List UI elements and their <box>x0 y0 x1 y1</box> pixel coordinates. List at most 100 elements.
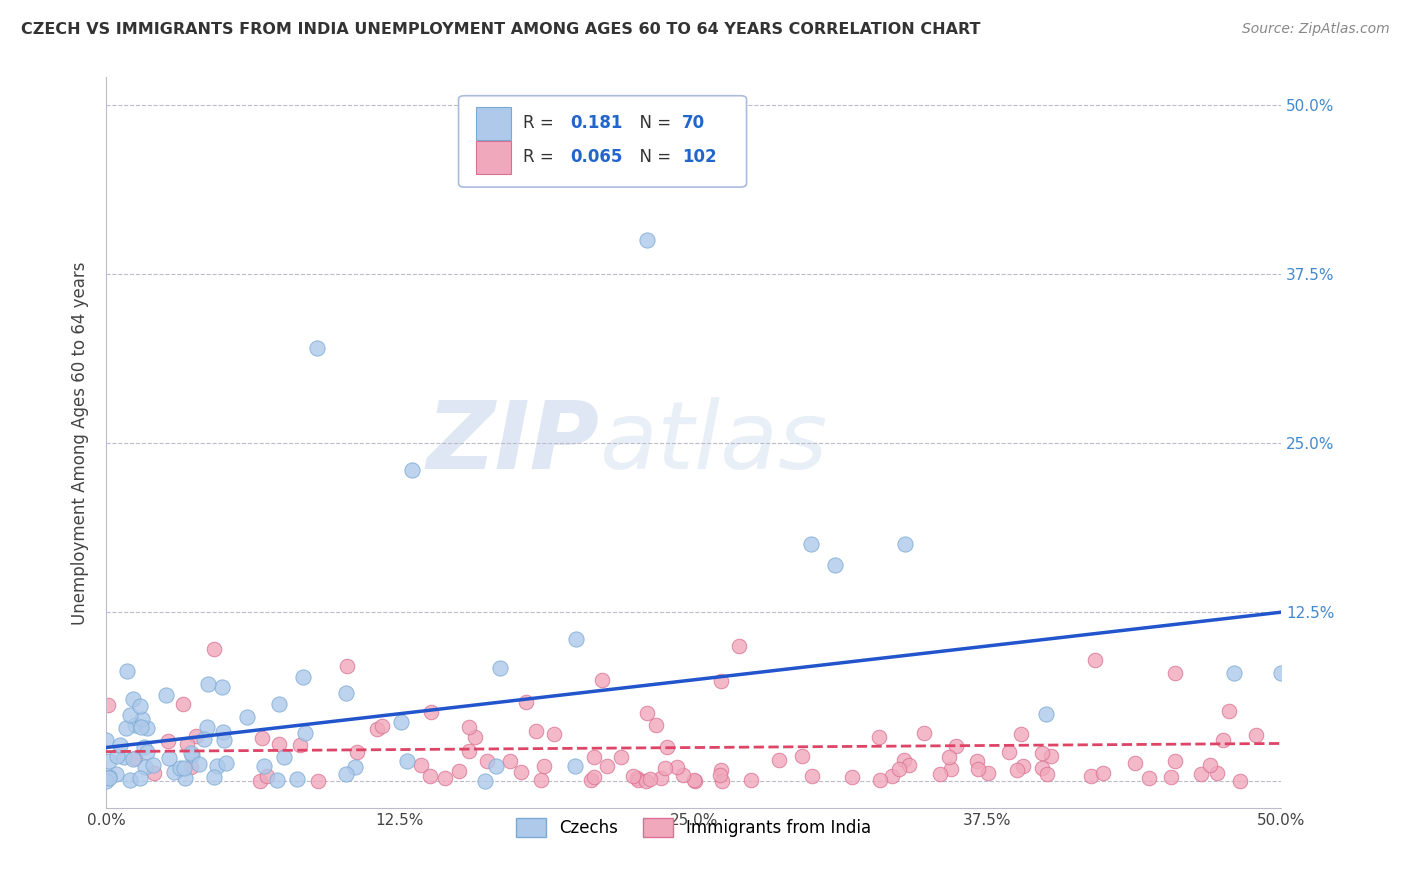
Point <box>1084 652 1107 666</box>
Point <box>269 697 291 711</box>
Point <box>893 753 915 767</box>
Point <box>564 759 586 773</box>
Point <box>1123 756 1146 770</box>
Point <box>419 770 441 784</box>
Point <box>543 726 565 740</box>
Point <box>115 665 138 679</box>
Point <box>346 745 368 759</box>
Point <box>655 739 678 754</box>
Point <box>464 730 486 744</box>
Point <box>582 770 605 784</box>
Text: atlas: atlas <box>599 398 828 489</box>
Point <box>457 744 479 758</box>
Point <box>740 773 762 788</box>
Point <box>157 734 180 748</box>
Point <box>335 686 357 700</box>
Point <box>205 759 228 773</box>
Point <box>672 768 695 782</box>
Point <box>1035 706 1057 721</box>
FancyBboxPatch shape <box>477 107 512 139</box>
Point <box>155 688 177 702</box>
Point <box>193 732 215 747</box>
Point <box>1223 666 1246 681</box>
Point <box>1031 746 1053 760</box>
Point <box>638 772 661 787</box>
Point <box>212 724 235 739</box>
Point <box>621 768 644 782</box>
Point <box>136 745 159 759</box>
Point <box>967 762 990 776</box>
Point <box>249 773 271 788</box>
Point <box>824 558 846 572</box>
Point <box>1092 765 1115 780</box>
Point <box>344 760 367 774</box>
Point <box>124 718 146 732</box>
Point <box>285 772 308 787</box>
Point <box>509 765 531 780</box>
Point <box>868 730 890 744</box>
Point <box>530 773 553 788</box>
Point <box>169 761 191 775</box>
Point <box>335 767 357 781</box>
Point <box>112 750 135 764</box>
Point <box>122 691 145 706</box>
Point <box>458 720 481 734</box>
Point <box>581 772 603 787</box>
Point <box>977 765 1000 780</box>
Point <box>945 739 967 753</box>
Point <box>108 738 131 752</box>
Point <box>1164 666 1187 681</box>
Point <box>97 771 120 785</box>
Point <box>176 738 198 752</box>
Point <box>644 717 666 731</box>
Point <box>1205 765 1227 780</box>
Point <box>1270 666 1292 681</box>
Point <box>172 698 194 712</box>
Point <box>389 715 412 730</box>
Point <box>97 755 120 769</box>
Y-axis label: Unemployment Among Ages 60 to 64 years: Unemployment Among Ages 60 to 64 years <box>72 261 89 624</box>
Text: N =: N = <box>628 114 676 132</box>
Point <box>180 746 202 760</box>
Point <box>115 721 138 735</box>
Point <box>627 773 650 788</box>
Point <box>292 670 315 684</box>
Point <box>129 771 152 785</box>
Point <box>488 661 510 675</box>
Point <box>709 768 731 782</box>
Point <box>124 751 146 765</box>
Point <box>121 752 143 766</box>
Point <box>710 764 733 778</box>
Point <box>173 761 195 775</box>
Point <box>768 753 790 767</box>
Point <box>800 769 823 783</box>
Point <box>998 745 1021 759</box>
Point <box>882 769 904 783</box>
Point <box>290 738 312 752</box>
Point <box>596 759 619 773</box>
Point <box>104 767 127 781</box>
Point <box>800 537 823 551</box>
Point <box>195 720 218 734</box>
Point <box>1011 759 1033 773</box>
Point <box>267 737 290 751</box>
Point <box>636 233 658 247</box>
Point <box>142 765 165 780</box>
FancyBboxPatch shape <box>477 141 512 174</box>
Point <box>1189 767 1212 781</box>
Point <box>666 760 689 774</box>
Point <box>214 733 236 747</box>
Point <box>256 769 278 783</box>
Point <box>610 749 633 764</box>
Point <box>173 771 195 785</box>
Point <box>710 674 733 689</box>
Point <box>792 748 814 763</box>
Point <box>211 680 233 694</box>
Point <box>582 750 605 764</box>
Point <box>266 773 288 788</box>
Point <box>96 733 118 747</box>
Point <box>97 698 120 712</box>
Text: 0.181: 0.181 <box>571 114 623 132</box>
Point <box>136 721 159 735</box>
Point <box>187 756 209 771</box>
